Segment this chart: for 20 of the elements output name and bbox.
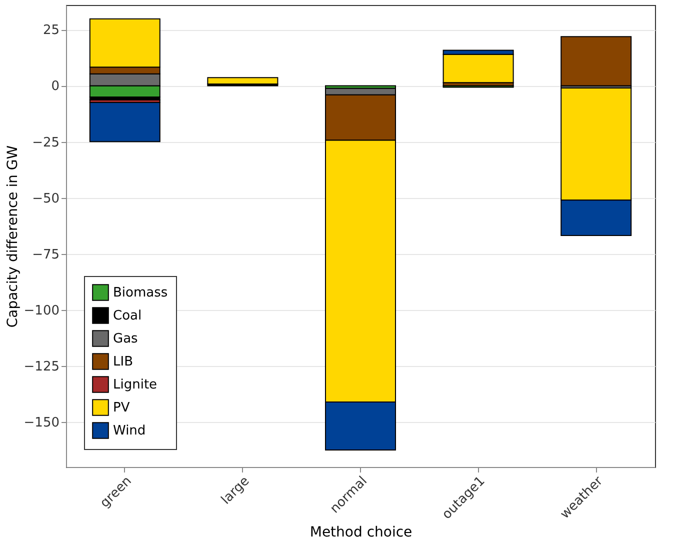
bar — [89, 102, 160, 142]
bar — [442, 54, 514, 84]
bar — [207, 77, 278, 84]
y-tick-label: −50 — [32, 191, 60, 206]
y-tick-label: −100 — [24, 304, 60, 319]
y-tick-label: 25 — [42, 23, 60, 38]
y-tick-label: 0 — [51, 79, 60, 94]
legend-label: Gas — [113, 332, 138, 346]
legend-label: Biomass — [113, 286, 168, 300]
legend-label: Wind — [113, 424, 146, 438]
legend-label: PV — [113, 400, 130, 416]
legend-label: Coal — [113, 308, 142, 324]
y-tick-label: −25 — [32, 135, 60, 150]
x-axis-title: Method choice — [310, 524, 412, 541]
y-tick-label: −125 — [24, 360, 60, 375]
legend-label: Lignite — [113, 378, 158, 392]
legend-label: LIB — [113, 354, 133, 370]
y-tick-label: −75 — [32, 247, 60, 262]
y-axis-title: Capacity difference in GW — [4, 145, 21, 328]
y-tick-label: −150 — [24, 416, 60, 431]
